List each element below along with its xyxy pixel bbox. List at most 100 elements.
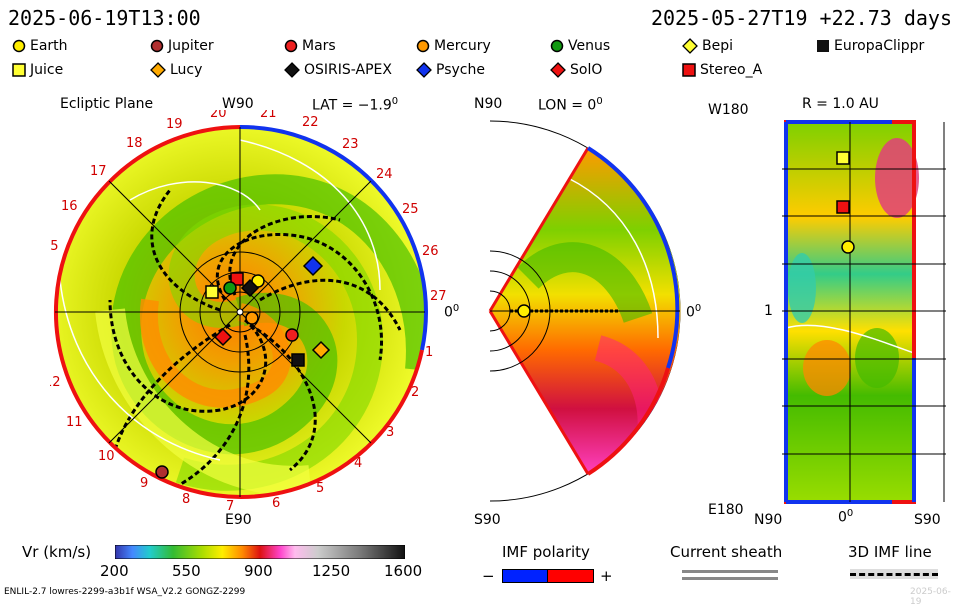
rim-number: 23 [342,137,359,152]
ecliptic-zero-label: 00 [444,303,460,321]
imf-line-title: 3D IMF line [848,543,932,561]
legend-label: EuropaClippr [834,38,925,54]
legend-stereo-a[interactable]: Stereo_A [682,62,762,78]
legend-solo[interactable]: SolO [550,62,602,78]
current-sheath-title: Current sheath [670,543,783,561]
radius-label: R = 1.0 AU [802,96,879,112]
mars-marker-icon [284,39,298,53]
psyche-marker[interactable] [302,255,324,277]
legend-label: Bepi [702,38,733,54]
legend-label: Mercury [434,38,491,54]
legend-mercury[interactable]: Mercury [416,38,491,54]
legend-label: OSIRIS-APEX [304,62,392,78]
spacecraft-legend: Earth Jupiter Mars Mercury Venus Bepi Eu… [10,38,950,86]
rim-number: 3 [386,425,394,440]
rim-number: 26 [422,244,439,259]
latitude-label: LAT = −1.90 [312,96,399,114]
model-info-footer: ENLIL-2.7 lowres-2299-a3b1f WSA_V2.2 GON… [4,587,246,597]
legend-label: Lucy [170,62,203,78]
ecliptic-panel-label: Ecliptic Plane [60,96,154,112]
legend-psyche[interactable]: Psyche [416,62,485,78]
legend-label: SolO [570,62,603,78]
legend-europaclipper[interactable]: EuropaClippr [816,38,924,54]
legend-label: Jupiter [168,38,214,54]
rim-number: 27 [430,289,447,304]
legend-jupiter[interactable]: Jupiter [150,38,214,54]
radial-x-left: N90 [754,512,783,528]
legend-earth[interactable]: Earth [12,38,68,54]
rim-number: 24 [376,167,393,182]
legend-mars[interactable]: Mars [284,38,336,54]
legend-lucy[interactable]: Lucy [150,62,202,78]
europaclipper-marker-icon [817,40,829,52]
legend-bepi[interactable]: Bepi [682,38,733,54]
stereo-a-marker[interactable] [230,272,244,286]
rim-number: 9 [140,476,148,491]
imf-negative-swatch [502,569,549,583]
rim-number: 2 [411,385,419,400]
run-time: 2025-05-27T19 +22.73 days [650,6,952,30]
osiris-apex-marker[interactable] [240,278,260,298]
stereo-a-radial-marker[interactable] [836,200,850,214]
stereo-a-marker-icon [682,63,696,77]
rim-number: 17 [90,164,107,179]
earth-radial-marker[interactable] [841,240,855,254]
mercury-marker-icon [416,39,430,53]
meridional-top-label: N90 [474,96,503,112]
juice-radial-marker[interactable] [836,151,850,165]
legend-label: Stereo_A [700,62,763,78]
radial-mid-label: 1 [764,303,773,319]
rim-number: 20 [210,110,227,121]
radial-top-label: W180 [708,102,749,118]
rim-number: 21 [260,110,277,121]
ecliptic-top-label: W90 [222,96,254,112]
imf-polarity-title: IMF polarity [502,543,590,561]
colorbar-tick: 200 [100,562,129,580]
jupiter-marker-icon [150,39,164,53]
juice-marker[interactable] [205,285,219,299]
rim-number: 16 [61,199,78,214]
venus-marker-icon [550,39,564,53]
rim-number: 11 [66,415,83,430]
legend-label: Mars [302,38,336,54]
radial-x-mid: 00 [838,508,854,526]
rim-number: 25 [402,202,419,217]
radial-bottom-label: E180 [708,502,744,518]
legend-label: Earth [30,38,68,54]
lucy-marker[interactable] [311,340,331,360]
mercury-marker[interactable] [245,311,259,325]
rim-number: 18 [126,136,143,151]
europaclipper-marker[interactable] [291,353,305,367]
ecliptic-plane-plot: 20 21 22 23 24 25 26 27 19 18 17 16 15 1… [50,110,447,514]
solo-marker[interactable] [213,327,233,347]
earth-meridional-marker[interactable] [517,304,531,318]
legend-osiris-apex[interactable]: OSIRIS-APEX [284,62,392,78]
legend-juice[interactable]: Juice [12,62,63,78]
meridional-plane-plot [488,120,681,502]
rim-number: 1 [425,345,433,360]
juice-marker-icon [12,63,26,77]
rim-number: 5 [316,481,324,496]
rim-number: 6 [272,496,280,511]
legend-label: Venus [568,38,611,54]
mars-marker[interactable] [285,328,299,342]
legend-label: Psyche [436,62,485,78]
rim-number: 22 [302,115,319,130]
legend-label: Juice [30,62,64,78]
velocity-colorbar [115,545,405,559]
colorbar-tick: 1250 [312,562,351,580]
psyche-marker-icon [416,62,432,78]
imf-minus: − [482,567,495,585]
colorbar-tick: 1600 [384,562,423,580]
bottom-legend-bar: Vr (km/s) 200 550 900 1250 1600 IMF [0,540,960,607]
longitude-label: LON = 00 [538,96,603,114]
rim-number: 7 [226,499,234,514]
jupiter-marker[interactable] [155,465,169,479]
rim-number: 8 [182,492,190,507]
venus-marker[interactable] [223,281,237,295]
colorbar-title: Vr (km/s) [22,543,92,561]
legend-venus[interactable]: Venus [550,38,610,54]
rim-number: 13 [50,331,51,346]
current-time: 2025-06-19T13:00 [8,6,201,30]
colorbar-tick: 550 [172,562,201,580]
